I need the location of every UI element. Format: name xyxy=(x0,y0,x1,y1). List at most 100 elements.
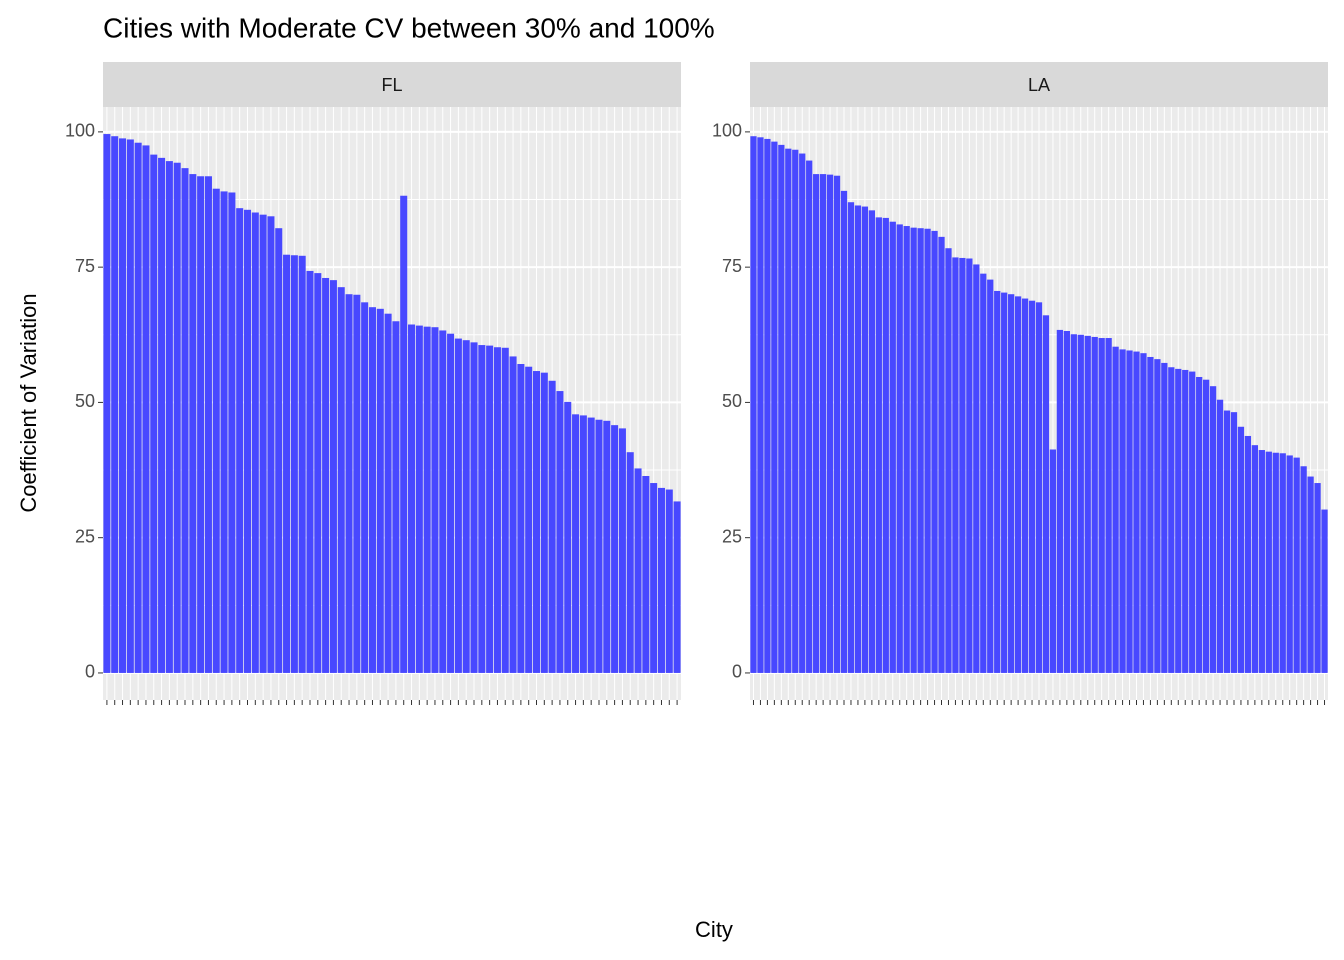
bar xyxy=(875,217,882,673)
bar xyxy=(1028,300,1036,673)
bar xyxy=(1154,359,1161,673)
bar xyxy=(1189,371,1196,673)
bar xyxy=(1202,379,1210,673)
bar xyxy=(423,326,431,673)
bar xyxy=(126,139,134,673)
bar xyxy=(771,141,778,673)
bar xyxy=(1112,346,1119,673)
bar xyxy=(1244,435,1252,673)
x-axis-label: City xyxy=(695,917,733,942)
bar xyxy=(1307,476,1314,673)
bar xyxy=(329,280,337,673)
bar xyxy=(517,364,525,673)
bar xyxy=(650,483,658,673)
bar xyxy=(478,345,486,673)
y-tick-label: 75 xyxy=(75,256,95,276)
bar xyxy=(1049,449,1057,673)
bar xyxy=(792,149,799,673)
bar xyxy=(603,420,611,673)
bar xyxy=(1014,296,1022,673)
bar xyxy=(994,290,1001,673)
bar xyxy=(454,338,462,673)
bar xyxy=(642,476,650,673)
bar xyxy=(368,307,376,673)
y-tick-label: 0 xyxy=(85,662,95,682)
y-tick-label: 0 xyxy=(732,662,742,682)
bar xyxy=(973,264,980,673)
bar xyxy=(764,138,771,673)
bar xyxy=(376,308,384,673)
bar xyxy=(439,330,447,673)
bar xyxy=(431,327,439,673)
bar xyxy=(1216,399,1224,673)
bar xyxy=(228,192,236,673)
bar xyxy=(212,188,220,673)
chart-title: Cities with Moderate CV between 30% and … xyxy=(103,12,715,43)
bar xyxy=(833,175,841,673)
bar xyxy=(1251,445,1259,673)
bar xyxy=(111,136,119,673)
bar xyxy=(595,419,603,673)
strip xyxy=(103,62,681,107)
bar xyxy=(757,137,764,673)
bar xyxy=(1063,330,1070,673)
bar xyxy=(840,190,848,673)
bar xyxy=(361,302,369,673)
bar xyxy=(861,206,869,673)
bar xyxy=(1258,450,1265,673)
bar xyxy=(509,356,517,673)
bar xyxy=(103,134,111,673)
bar xyxy=(966,258,973,673)
bar xyxy=(447,333,455,673)
bar xyxy=(243,209,252,673)
bar xyxy=(134,142,142,673)
bar xyxy=(987,279,994,673)
bar xyxy=(322,277,330,673)
bar xyxy=(1042,315,1050,673)
bar xyxy=(1001,292,1008,673)
bar xyxy=(564,401,572,673)
bar xyxy=(525,366,533,673)
bar xyxy=(1272,452,1279,673)
bar xyxy=(384,313,392,673)
bar xyxy=(548,380,556,673)
bar xyxy=(1147,356,1154,673)
bar xyxy=(945,248,952,673)
bar xyxy=(1070,334,1077,673)
bar xyxy=(1126,350,1133,673)
bar xyxy=(938,236,945,673)
bar xyxy=(924,228,931,673)
bar xyxy=(353,294,361,673)
bar xyxy=(1196,376,1203,673)
bar xyxy=(889,221,896,673)
bar xyxy=(1230,412,1238,673)
bar xyxy=(532,371,541,673)
bar xyxy=(298,255,306,673)
bar xyxy=(931,230,938,673)
bar xyxy=(236,208,244,673)
bar xyxy=(896,224,903,673)
bar xyxy=(854,205,862,673)
bar xyxy=(1286,455,1293,673)
bar xyxy=(785,148,792,673)
bar xyxy=(173,162,181,673)
bar xyxy=(778,144,785,673)
bar xyxy=(587,417,595,673)
bar xyxy=(556,391,564,673)
bar xyxy=(1314,483,1321,673)
bar xyxy=(1021,298,1029,673)
bar xyxy=(1056,329,1064,673)
bar xyxy=(847,202,855,673)
bar xyxy=(1223,410,1231,673)
bar xyxy=(220,191,228,673)
bar xyxy=(283,254,291,673)
bar xyxy=(819,174,827,673)
bar xyxy=(799,153,806,673)
bar xyxy=(400,195,408,673)
bar xyxy=(119,138,127,673)
bar xyxy=(204,176,212,673)
bar xyxy=(501,347,509,673)
bar xyxy=(392,321,400,673)
bar xyxy=(415,325,423,673)
